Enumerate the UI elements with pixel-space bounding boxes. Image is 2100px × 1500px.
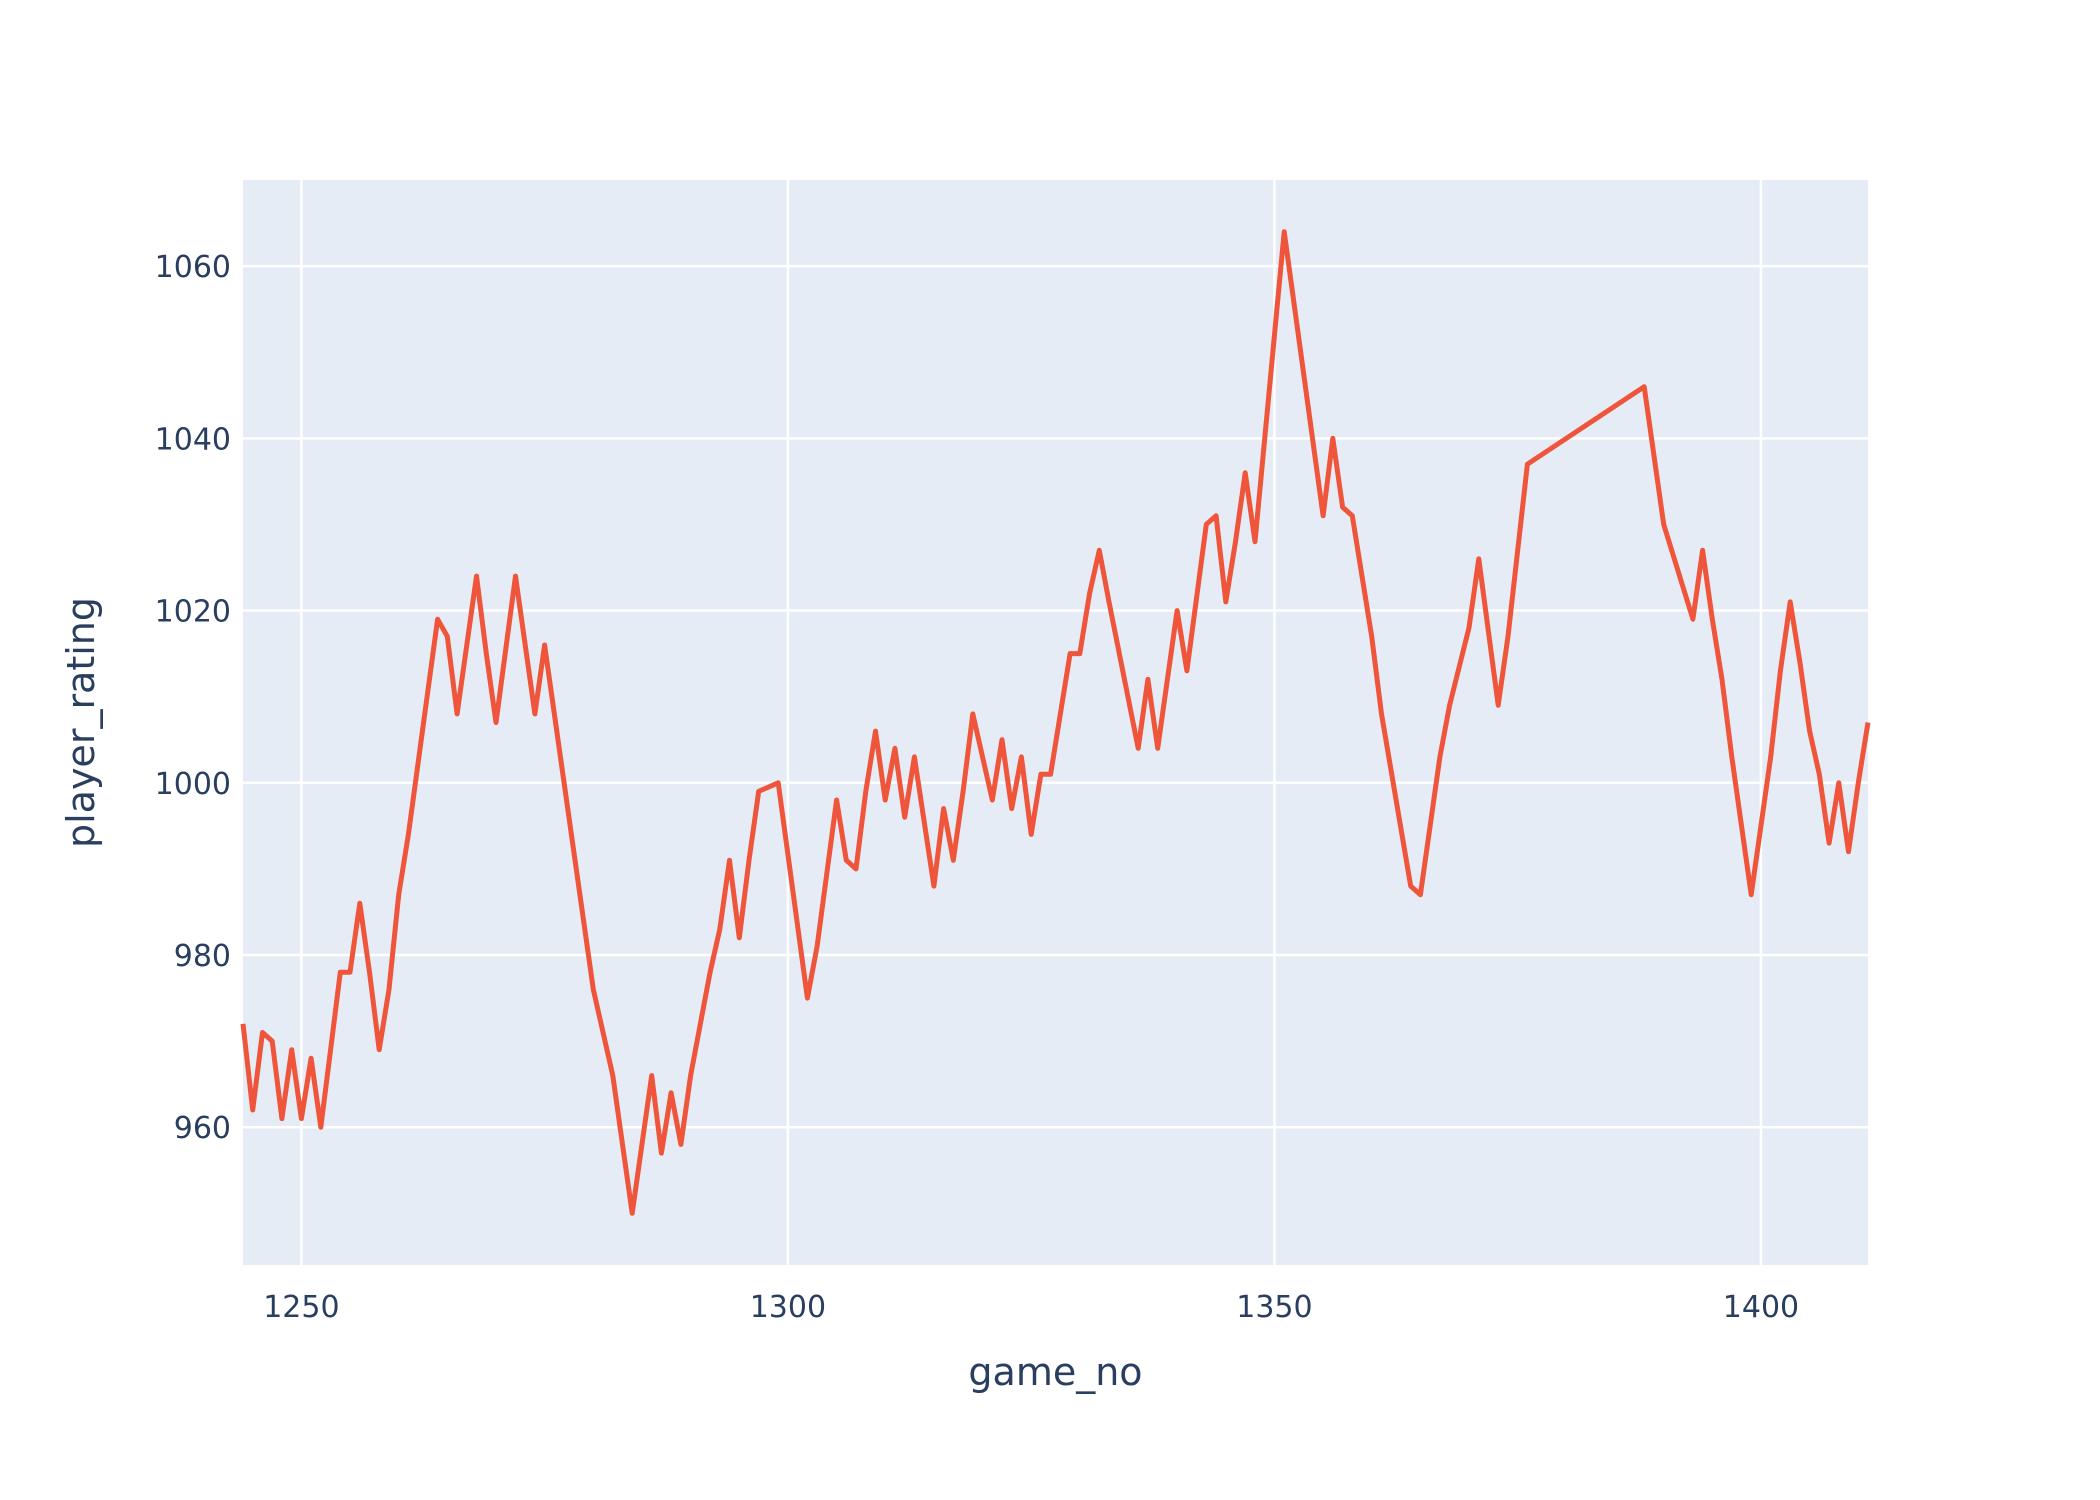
y-tick-label: 1040 [155,422,231,457]
y-axis-title: player_rating [59,597,103,848]
y-axis-ticks: 960 980 1000 1020 1040 1060 [155,250,231,1146]
series-line [240,229,1871,1216]
y-tick-label: 1020 [155,595,231,630]
y-tick-label: 1060 [155,250,231,285]
x-tick-label: 1250 [263,1290,339,1325]
x-tick-label: 1350 [1236,1290,1312,1325]
y-tick-label: 980 [174,939,231,974]
y-tick-label: 960 [174,1111,231,1146]
plot-area [243,180,1868,1265]
x-tick-label: 1300 [750,1290,826,1325]
x-axis-ticks: 1250 1300 1350 1400 [263,1290,1799,1325]
series-layer [240,229,1871,1216]
x-axis-title: game_no [968,1350,1142,1394]
x-tick-label: 1400 [1723,1290,1799,1325]
y-tick-label: 1000 [155,767,231,802]
